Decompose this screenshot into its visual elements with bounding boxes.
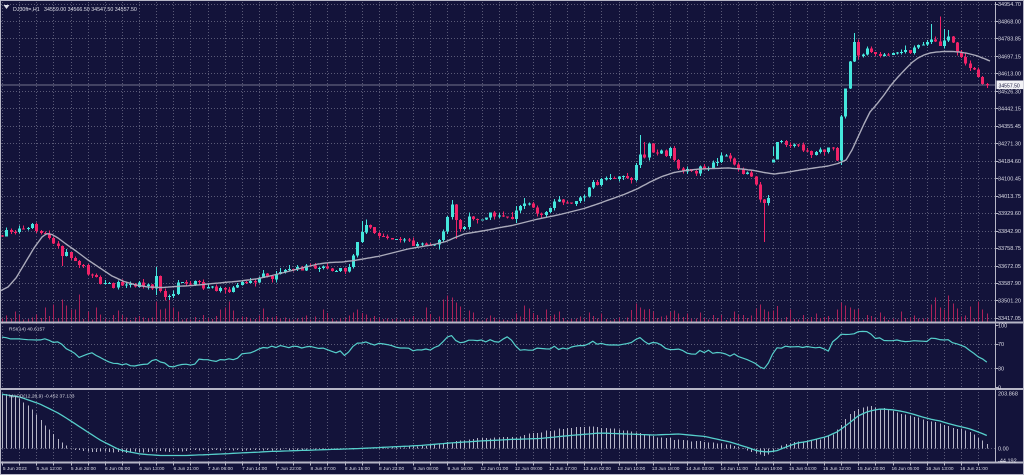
svg-text:9 Jun 08:00: 9 Jun 08:00 xyxy=(413,466,438,472)
svg-text:6 Jun 13:00: 6 Jun 13:00 xyxy=(139,466,164,472)
svg-text:33758.75: 33758.75 xyxy=(998,246,1021,252)
svg-text:13 Jun 18:00: 13 Jun 18:00 xyxy=(652,466,680,472)
svg-text:7 Jun 14:00: 7 Jun 14:00 xyxy=(242,466,267,472)
svg-text:30: 30 xyxy=(998,367,1004,373)
svg-text:34783.85: 34783.85 xyxy=(998,37,1021,43)
svg-text:MACD(12,26,9) -0.452 37.133: MACD(12,26,9) -0.452 37.133 xyxy=(9,394,75,400)
svg-text:7 Jun 22:00: 7 Jun 22:00 xyxy=(276,466,301,472)
svg-text:13 Jun 02:00: 13 Jun 02:00 xyxy=(583,466,611,472)
svg-text:34100.45: 34100.45 xyxy=(998,176,1021,182)
svg-text:14 Jun 03:00: 14 Jun 03:00 xyxy=(686,466,714,472)
svg-text:0.00: 0.00 xyxy=(998,447,1009,453)
svg-text:33842.90: 33842.90 xyxy=(998,229,1021,235)
svg-text:15 Jun 12:00: 15 Jun 12:00 xyxy=(823,466,851,472)
svg-text:-44.192: -44.192 xyxy=(998,459,1017,465)
svg-text:12 Jun 09:00: 12 Jun 09:00 xyxy=(515,466,543,472)
svg-text:7 Jun 06:00: 7 Jun 06:00 xyxy=(208,466,233,472)
svg-text:5 Jun 2023: 5 Jun 2023 xyxy=(3,466,27,472)
svg-text:34613.00: 34613.00 xyxy=(998,72,1021,78)
svg-text:34442.15: 34442.15 xyxy=(998,107,1021,113)
svg-text:203.868: 203.868 xyxy=(998,392,1018,398)
svg-text:15 Jun 20:00: 15 Jun 20:00 xyxy=(857,466,885,472)
svg-text:34954.70: 34954.70 xyxy=(998,2,1021,8)
svg-text:33672.05: 33672.05 xyxy=(998,264,1021,270)
svg-text:14 Jun 19:00: 14 Jun 19:00 xyxy=(755,466,783,472)
svg-text:14 Jun 11:00: 14 Jun 11:00 xyxy=(721,466,749,472)
svg-text:15 Jun 04:00: 15 Jun 04:00 xyxy=(789,466,817,472)
svg-text:34355.45: 34355.45 xyxy=(998,124,1021,130)
svg-text:70: 70 xyxy=(998,342,1004,348)
svg-text:0: 0 xyxy=(998,385,1001,391)
svg-text:8 Jun 23:00: 8 Jun 23:00 xyxy=(379,466,404,472)
svg-text:34557.50: 34557.50 xyxy=(999,83,1020,89)
svg-text:5 Jun 20:00: 5 Jun 20:00 xyxy=(71,466,96,472)
svg-text:9 Jun 16:00: 9 Jun 16:00 xyxy=(448,466,473,472)
svg-text:RSI(14) 40.6157: RSI(14) 40.6157 xyxy=(9,327,45,333)
svg-text:34013.75: 34013.75 xyxy=(998,194,1021,200)
svg-text:33501.20: 33501.20 xyxy=(998,299,1021,305)
svg-text:8 Jun 07:00: 8 Jun 07:00 xyxy=(311,466,336,472)
svg-text:6 Jun 05:00: 6 Jun 05:00 xyxy=(105,466,130,472)
svg-text:5 Jun 12:00: 5 Jun 12:00 xyxy=(37,466,62,472)
svg-text:12 Jun 01:00: 12 Jun 01:00 xyxy=(481,466,509,472)
svg-text:6 Jun 21:00: 6 Jun 21:00 xyxy=(174,466,199,472)
svg-text:16 Jun 21:00: 16 Jun 21:00 xyxy=(960,466,988,472)
svg-text:34526.30: 34526.30 xyxy=(998,89,1021,95)
svg-text:33417.05: 33417.05 xyxy=(998,316,1021,322)
svg-text:33587.90: 33587.90 xyxy=(998,281,1021,287)
svg-text:34184.60: 34184.60 xyxy=(998,159,1021,165)
svg-text:16 Jun 13:00: 16 Jun 13:00 xyxy=(926,466,954,472)
svg-text:100: 100 xyxy=(998,323,1007,329)
svg-text:8 Jun 15:00: 8 Jun 15:00 xyxy=(345,466,370,472)
svg-text:12 Jun 17:00: 12 Jun 17:00 xyxy=(549,466,577,472)
svg-text:34697.15: 34697.15 xyxy=(998,54,1021,60)
svg-text:16 Jun 05:00: 16 Jun 05:00 xyxy=(892,466,920,472)
svg-text:33929.60: 33929.60 xyxy=(998,211,1021,217)
svg-text:DJ30ft=,H1 34559.00 34566.50: DJ30ft=,H1 34559.00 34566.50 34547.50 34… xyxy=(13,7,137,13)
svg-text:34868.00: 34868.00 xyxy=(998,20,1021,26)
svg-text:34271.30: 34271.30 xyxy=(998,141,1021,147)
svg-text:13 Jun 10:00: 13 Jun 10:00 xyxy=(618,466,646,472)
